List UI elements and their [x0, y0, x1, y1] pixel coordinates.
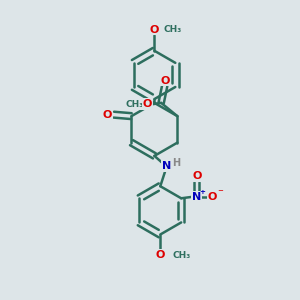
- Text: O: O: [103, 110, 112, 120]
- Text: N: N: [192, 192, 201, 202]
- Text: O: O: [149, 25, 158, 34]
- Text: CH₃: CH₃: [173, 250, 191, 260]
- Text: O: O: [142, 99, 152, 110]
- Text: ⁻: ⁻: [217, 188, 223, 198]
- Text: CH₃: CH₃: [125, 100, 144, 109]
- Text: N: N: [162, 161, 171, 171]
- Text: O: O: [160, 76, 169, 85]
- Text: O: O: [192, 171, 202, 181]
- Text: O: O: [207, 192, 217, 202]
- Text: CH₃: CH₃: [164, 25, 182, 34]
- Text: H: H: [172, 158, 180, 168]
- Text: +: +: [199, 189, 205, 195]
- Text: O: O: [156, 250, 165, 260]
